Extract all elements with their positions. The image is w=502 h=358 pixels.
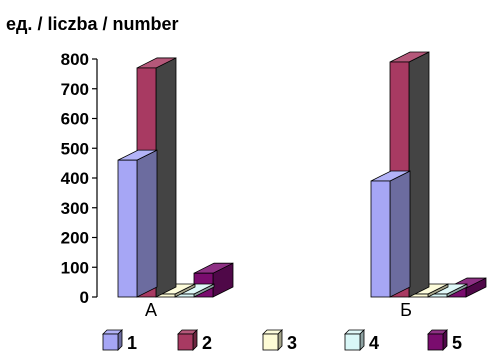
legend-swatch-side: [442, 329, 448, 351]
bar-Б-series-1: [370, 170, 411, 298]
bar-side-face: [136, 149, 158, 298]
legend-swatch: [102, 333, 119, 351]
legend-label: 3: [287, 333, 297, 353]
y-axis: 800 700 600 500 400 300 200 100 0: [61, 50, 98, 307]
bar-А-series-1: [117, 149, 158, 298]
legend-label: 2: [202, 333, 212, 353]
legend-label: 1: [127, 333, 137, 353]
y-axis-unit-label: ед. / liczba / number: [6, 14, 178, 34]
legend-swatch-side: [117, 329, 123, 351]
legend-swatch: [177, 333, 194, 351]
legend-item-3: 3: [262, 329, 297, 353]
bar-front-face: [117, 159, 138, 298]
bar-front-face: [370, 180, 391, 298]
y-tick-label: 500: [61, 139, 89, 158]
y-tick-label: 700: [61, 80, 89, 99]
legend-item-5: 5: [427, 329, 462, 353]
bar-side-face: [389, 170, 411, 298]
legend-swatch: [262, 333, 279, 351]
legend-label: 5: [452, 333, 462, 353]
category-label: Б: [400, 300, 412, 320]
legend-item-4: 4: [344, 329, 379, 353]
y-tick-label: 800: [61, 50, 89, 69]
legend-swatch: [427, 333, 444, 351]
legend: 1 2 3 4 5: [102, 329, 462, 353]
bar-side-face: [155, 57, 177, 298]
legend-swatch: [344, 333, 361, 351]
legend-item-2: 2: [177, 329, 212, 353]
legend-item-1: 1: [102, 329, 137, 353]
y-tick-label: 600: [61, 110, 89, 129]
y-tick-label: 0: [80, 288, 89, 307]
legend-swatch-side: [359, 329, 365, 351]
bar-series: [117, 51, 487, 298]
legend-swatch-side: [192, 329, 198, 351]
legend-label: 4: [369, 333, 379, 353]
y-tick-label: 300: [61, 199, 89, 218]
y-tick-label: 200: [61, 229, 89, 248]
y-tick-label: 100: [61, 258, 89, 277]
category-label: А: [145, 300, 157, 320]
legend-swatch-side: [277, 329, 283, 351]
bar-side-face: [408, 51, 430, 298]
y-tick-label: 400: [61, 169, 89, 188]
